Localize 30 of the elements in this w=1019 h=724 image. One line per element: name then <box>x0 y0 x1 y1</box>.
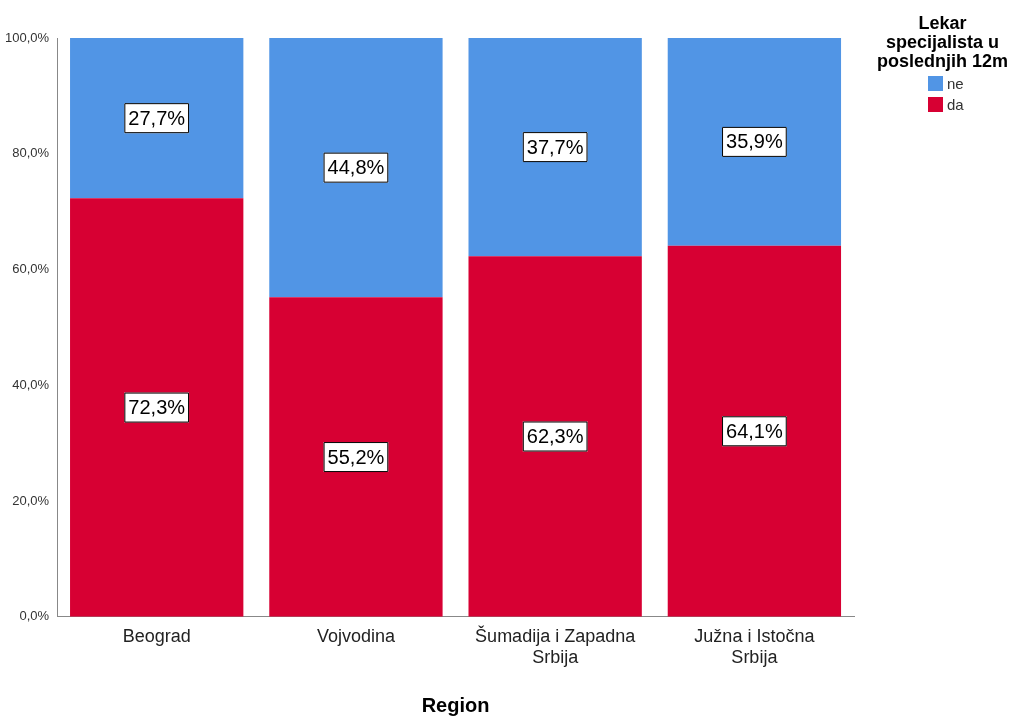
data-label: 72,3% <box>128 396 186 419</box>
bar <box>667 38 842 246</box>
x-tick-label: Šumadija i Zapadna Srbija <box>475 624 637 668</box>
x-axis-title: Region <box>421 693 490 716</box>
bar <box>468 38 642 257</box>
data-label: 55,2% <box>327 445 385 468</box>
data-label: 37,7% <box>526 135 584 158</box>
y-tick-label: 0,0% <box>19 608 50 624</box>
data-label: 62,3% <box>526 425 584 448</box>
x-tick-label: Južna i Istočna Srbija <box>694 625 816 668</box>
bar <box>70 38 244 199</box>
y-tick-label: 20,0% <box>12 492 50 508</box>
data-label: 35,9% <box>726 130 783 153</box>
bar <box>70 198 244 617</box>
legend-label: ne <box>947 75 964 92</box>
legend-title: Lekar specijalista u poslednjih 12m <box>876 13 1009 71</box>
legend-label: da <box>947 96 964 113</box>
x-tick-label: Vojvodina <box>316 625 396 646</box>
bar <box>269 297 443 617</box>
data-label: 44,8% <box>327 156 385 179</box>
y-tick-label: 40,0% <box>12 376 50 392</box>
y-tick-label: 80,0% <box>12 145 50 161</box>
data-label: 64,1% <box>726 419 783 442</box>
bar <box>468 256 642 617</box>
bar <box>667 245 842 617</box>
bar <box>269 38 443 298</box>
y-tick-label: 60,0% <box>12 261 50 277</box>
x-tick-label: Beograd <box>122 625 191 646</box>
data-label: 27,7% <box>128 106 186 129</box>
y-tick-label: 100,0% <box>5 29 50 45</box>
